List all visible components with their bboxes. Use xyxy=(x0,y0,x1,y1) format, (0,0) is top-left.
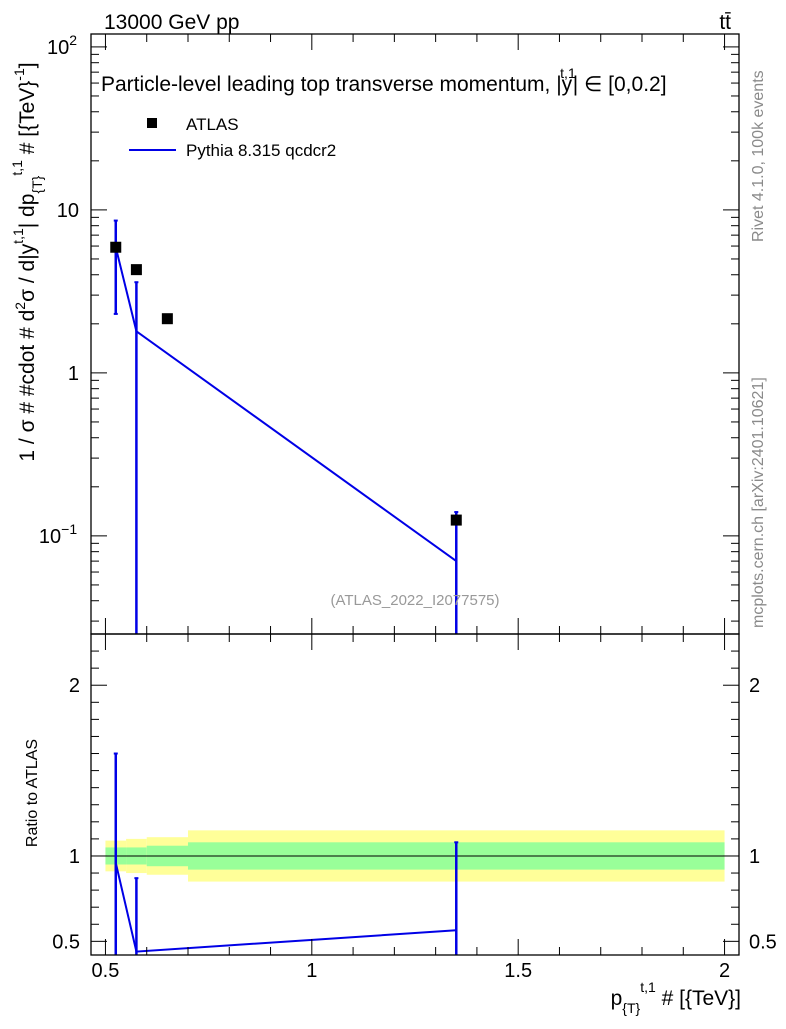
legend: ATLAS Pythia 8.315 qcdcr2 xyxy=(129,115,336,160)
ratio-y-tick-label: 0.5 xyxy=(52,931,80,953)
x-tick-label: 0.5 xyxy=(92,960,120,982)
chart-title: Particle-level leading top transverse mo… xyxy=(101,65,667,96)
main-y-tick-label: 10 xyxy=(57,200,79,222)
ratio-y-tick-label-right: 0.5 xyxy=(749,931,777,953)
legend-label-atlas: ATLAS xyxy=(186,115,239,134)
main-y-tick-label: 102 xyxy=(47,32,77,59)
data-point xyxy=(450,514,462,526)
rivet-version-label: Rivet 4.1.0, 100k events xyxy=(750,70,767,242)
analysis-label: (ATLAS_2022_I2077575) xyxy=(330,592,499,609)
ratio-frame xyxy=(90,633,740,956)
main-y-axis-label: 1 / σ # #cdot # d2σ / d|yt,1| dp{T}t,1 #… xyxy=(9,62,45,461)
legend-label-pythia: Pythia 8.315 qcdcr2 xyxy=(186,141,336,160)
source-label: mcplots.cern.ch [arXiv:2401.10621] xyxy=(750,377,767,628)
ratio-y-tick-label-right: 1 xyxy=(749,846,760,868)
ratio-y-axis-label: Ratio to ATLAS xyxy=(24,739,41,847)
x-tick-label: 1.5 xyxy=(504,960,532,982)
ratio-y-tick-label: 1 xyxy=(69,846,80,868)
data-point xyxy=(161,313,173,325)
ratio-y-tick-label: 2 xyxy=(69,675,80,697)
ratio-y-tick-label-right: 2 xyxy=(749,675,760,697)
ratio-panel: 0.5 0.5 1 1 2 2 0.5 1 1.5 2 Ratio to ATLAS p{T}t,… xyxy=(24,633,777,1016)
x-tick-label: 2 xyxy=(719,960,730,982)
mc-series-line xyxy=(114,247,457,562)
legend-marker-atlas xyxy=(147,118,157,128)
data-point xyxy=(130,264,142,276)
energy-label: 13000 GeV pp xyxy=(104,11,239,34)
main-y-tick-label: 1 xyxy=(68,363,79,385)
process-label: tt̄ xyxy=(719,11,731,34)
data-point xyxy=(110,241,122,253)
main-y-tick-label: 10−1 xyxy=(39,521,77,548)
x-axis-label: p{T}t,1 # [{TeV}] xyxy=(611,979,741,1016)
x-tick-label: 1 xyxy=(306,960,317,982)
main-panel: 102 10 1 10−1 Particle-level leading top tr… xyxy=(9,32,740,635)
